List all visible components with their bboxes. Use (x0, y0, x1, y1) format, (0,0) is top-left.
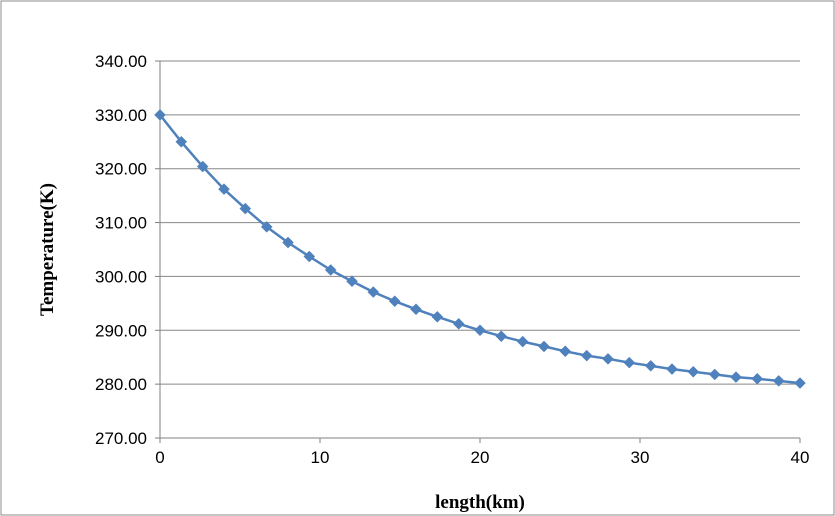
data-point-marker (751, 372, 764, 385)
data-point-marker (666, 363, 678, 375)
y-tick-label: 320.00 (95, 160, 147, 179)
y-ticks: 270.00 280.00 290.00 300.00 310.00 320.00 330.… (95, 52, 160, 448)
data-point-marker (772, 375, 785, 387)
data-point-marker (175, 135, 188, 148)
x-tick-label: 40 (791, 448, 810, 467)
data-point-marker (452, 317, 465, 330)
y-tick-label: 340.00 (95, 52, 147, 71)
data-point-marker (516, 335, 529, 348)
data-point-marker (367, 286, 380, 298)
data-point-marker (388, 295, 401, 308)
data-point-marker (495, 330, 508, 343)
x-tick-label: 20 (471, 448, 490, 467)
data-point-marker (538, 340, 550, 353)
data-point-marker (474, 324, 486, 337)
data-point-marker (196, 160, 209, 173)
data-point-marker (303, 250, 316, 263)
y-tick-label: 300.00 (95, 267, 147, 286)
data-point-marker (730, 371, 742, 383)
x-tick-label: 10 (311, 448, 330, 467)
series (154, 109, 806, 389)
x-tick-label: 0 (155, 448, 164, 467)
data-point-marker (346, 275, 358, 288)
data-point-marker (687, 365, 700, 378)
x-ticks: 0 10 20 30 40 (155, 438, 809, 467)
data-point-marker (431, 310, 444, 323)
data-point-marker (602, 352, 614, 365)
data-point-marker (644, 359, 657, 372)
x-tick-label: 30 (631, 448, 650, 467)
y-tick-label: 330.00 (95, 106, 147, 125)
data-point-marker (580, 349, 593, 362)
data-point-marker (708, 368, 721, 381)
data-point-marker (794, 377, 806, 389)
y-tick-label: 310.00 (95, 214, 147, 233)
y-tick-label: 280.00 (95, 375, 147, 394)
data-point-marker (324, 264, 337, 276)
data-point-marker (218, 183, 230, 196)
x-axis-title: length(km) (435, 492, 525, 513)
data-point-marker (559, 345, 572, 358)
data-point-marker (260, 221, 273, 233)
data-point-marker (410, 303, 422, 316)
data-point-marker (239, 202, 252, 215)
y-tick-label: 290.00 (95, 321, 147, 340)
gridlines (160, 60, 800, 385)
data-point-marker (154, 109, 166, 121)
data-point-marker (623, 356, 636, 369)
data-point-marker (282, 236, 294, 249)
y-axis-title: Temperature(K) (37, 183, 58, 316)
y-tick-label: 270.00 (95, 429, 147, 448)
